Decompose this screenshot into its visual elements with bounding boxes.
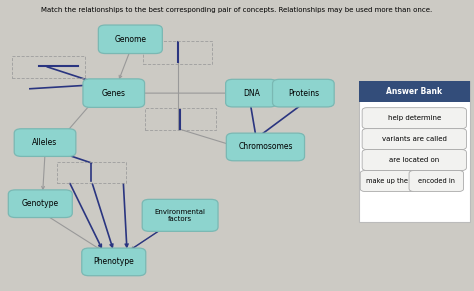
Text: Genome: Genome bbox=[114, 35, 146, 44]
Text: help determine: help determine bbox=[388, 115, 441, 121]
Text: Alleles: Alleles bbox=[32, 138, 58, 147]
Text: Genotype: Genotype bbox=[22, 199, 59, 208]
Text: make up the: make up the bbox=[366, 178, 409, 184]
FancyBboxPatch shape bbox=[359, 81, 470, 102]
FancyBboxPatch shape bbox=[362, 108, 466, 129]
FancyBboxPatch shape bbox=[142, 199, 218, 231]
Text: Answer Bank: Answer Bank bbox=[386, 87, 442, 96]
Text: Phenotype: Phenotype bbox=[93, 258, 134, 266]
Text: DNA: DNA bbox=[243, 89, 260, 97]
FancyBboxPatch shape bbox=[14, 129, 76, 157]
FancyBboxPatch shape bbox=[99, 25, 162, 54]
FancyBboxPatch shape bbox=[273, 79, 334, 107]
FancyBboxPatch shape bbox=[83, 79, 145, 107]
Text: Environmental
factors: Environmental factors bbox=[155, 209, 206, 222]
FancyBboxPatch shape bbox=[362, 129, 466, 150]
FancyBboxPatch shape bbox=[227, 133, 304, 161]
FancyBboxPatch shape bbox=[9, 190, 72, 218]
FancyBboxPatch shape bbox=[409, 171, 464, 191]
FancyBboxPatch shape bbox=[362, 150, 466, 171]
Text: Proteins: Proteins bbox=[288, 89, 319, 97]
Text: Genes: Genes bbox=[102, 89, 126, 97]
Text: Chromosomes: Chromosomes bbox=[238, 143, 292, 151]
Text: Match the relationships to the best corresponding pair of concepts. Relationship: Match the relationships to the best corr… bbox=[41, 7, 433, 13]
FancyBboxPatch shape bbox=[359, 81, 470, 222]
FancyBboxPatch shape bbox=[226, 79, 277, 107]
FancyBboxPatch shape bbox=[360, 171, 415, 191]
Text: encoded in: encoded in bbox=[418, 178, 455, 184]
Text: variants are called: variants are called bbox=[382, 136, 447, 142]
FancyBboxPatch shape bbox=[82, 248, 146, 276]
Text: are located on: are located on bbox=[389, 157, 439, 163]
